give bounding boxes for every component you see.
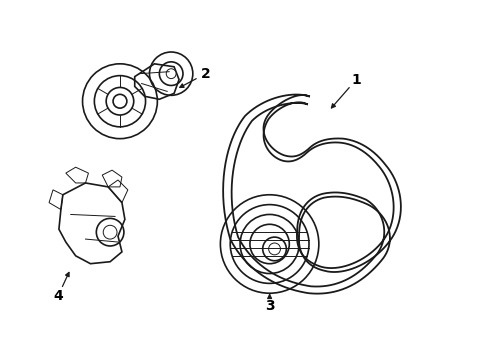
- Circle shape: [269, 243, 280, 255]
- Text: 4: 4: [53, 289, 63, 303]
- Circle shape: [113, 94, 127, 108]
- Text: 1: 1: [351, 73, 361, 86]
- Circle shape: [166, 69, 176, 78]
- Circle shape: [103, 225, 117, 239]
- Text: 2: 2: [201, 67, 211, 81]
- Text: 3: 3: [265, 299, 274, 313]
